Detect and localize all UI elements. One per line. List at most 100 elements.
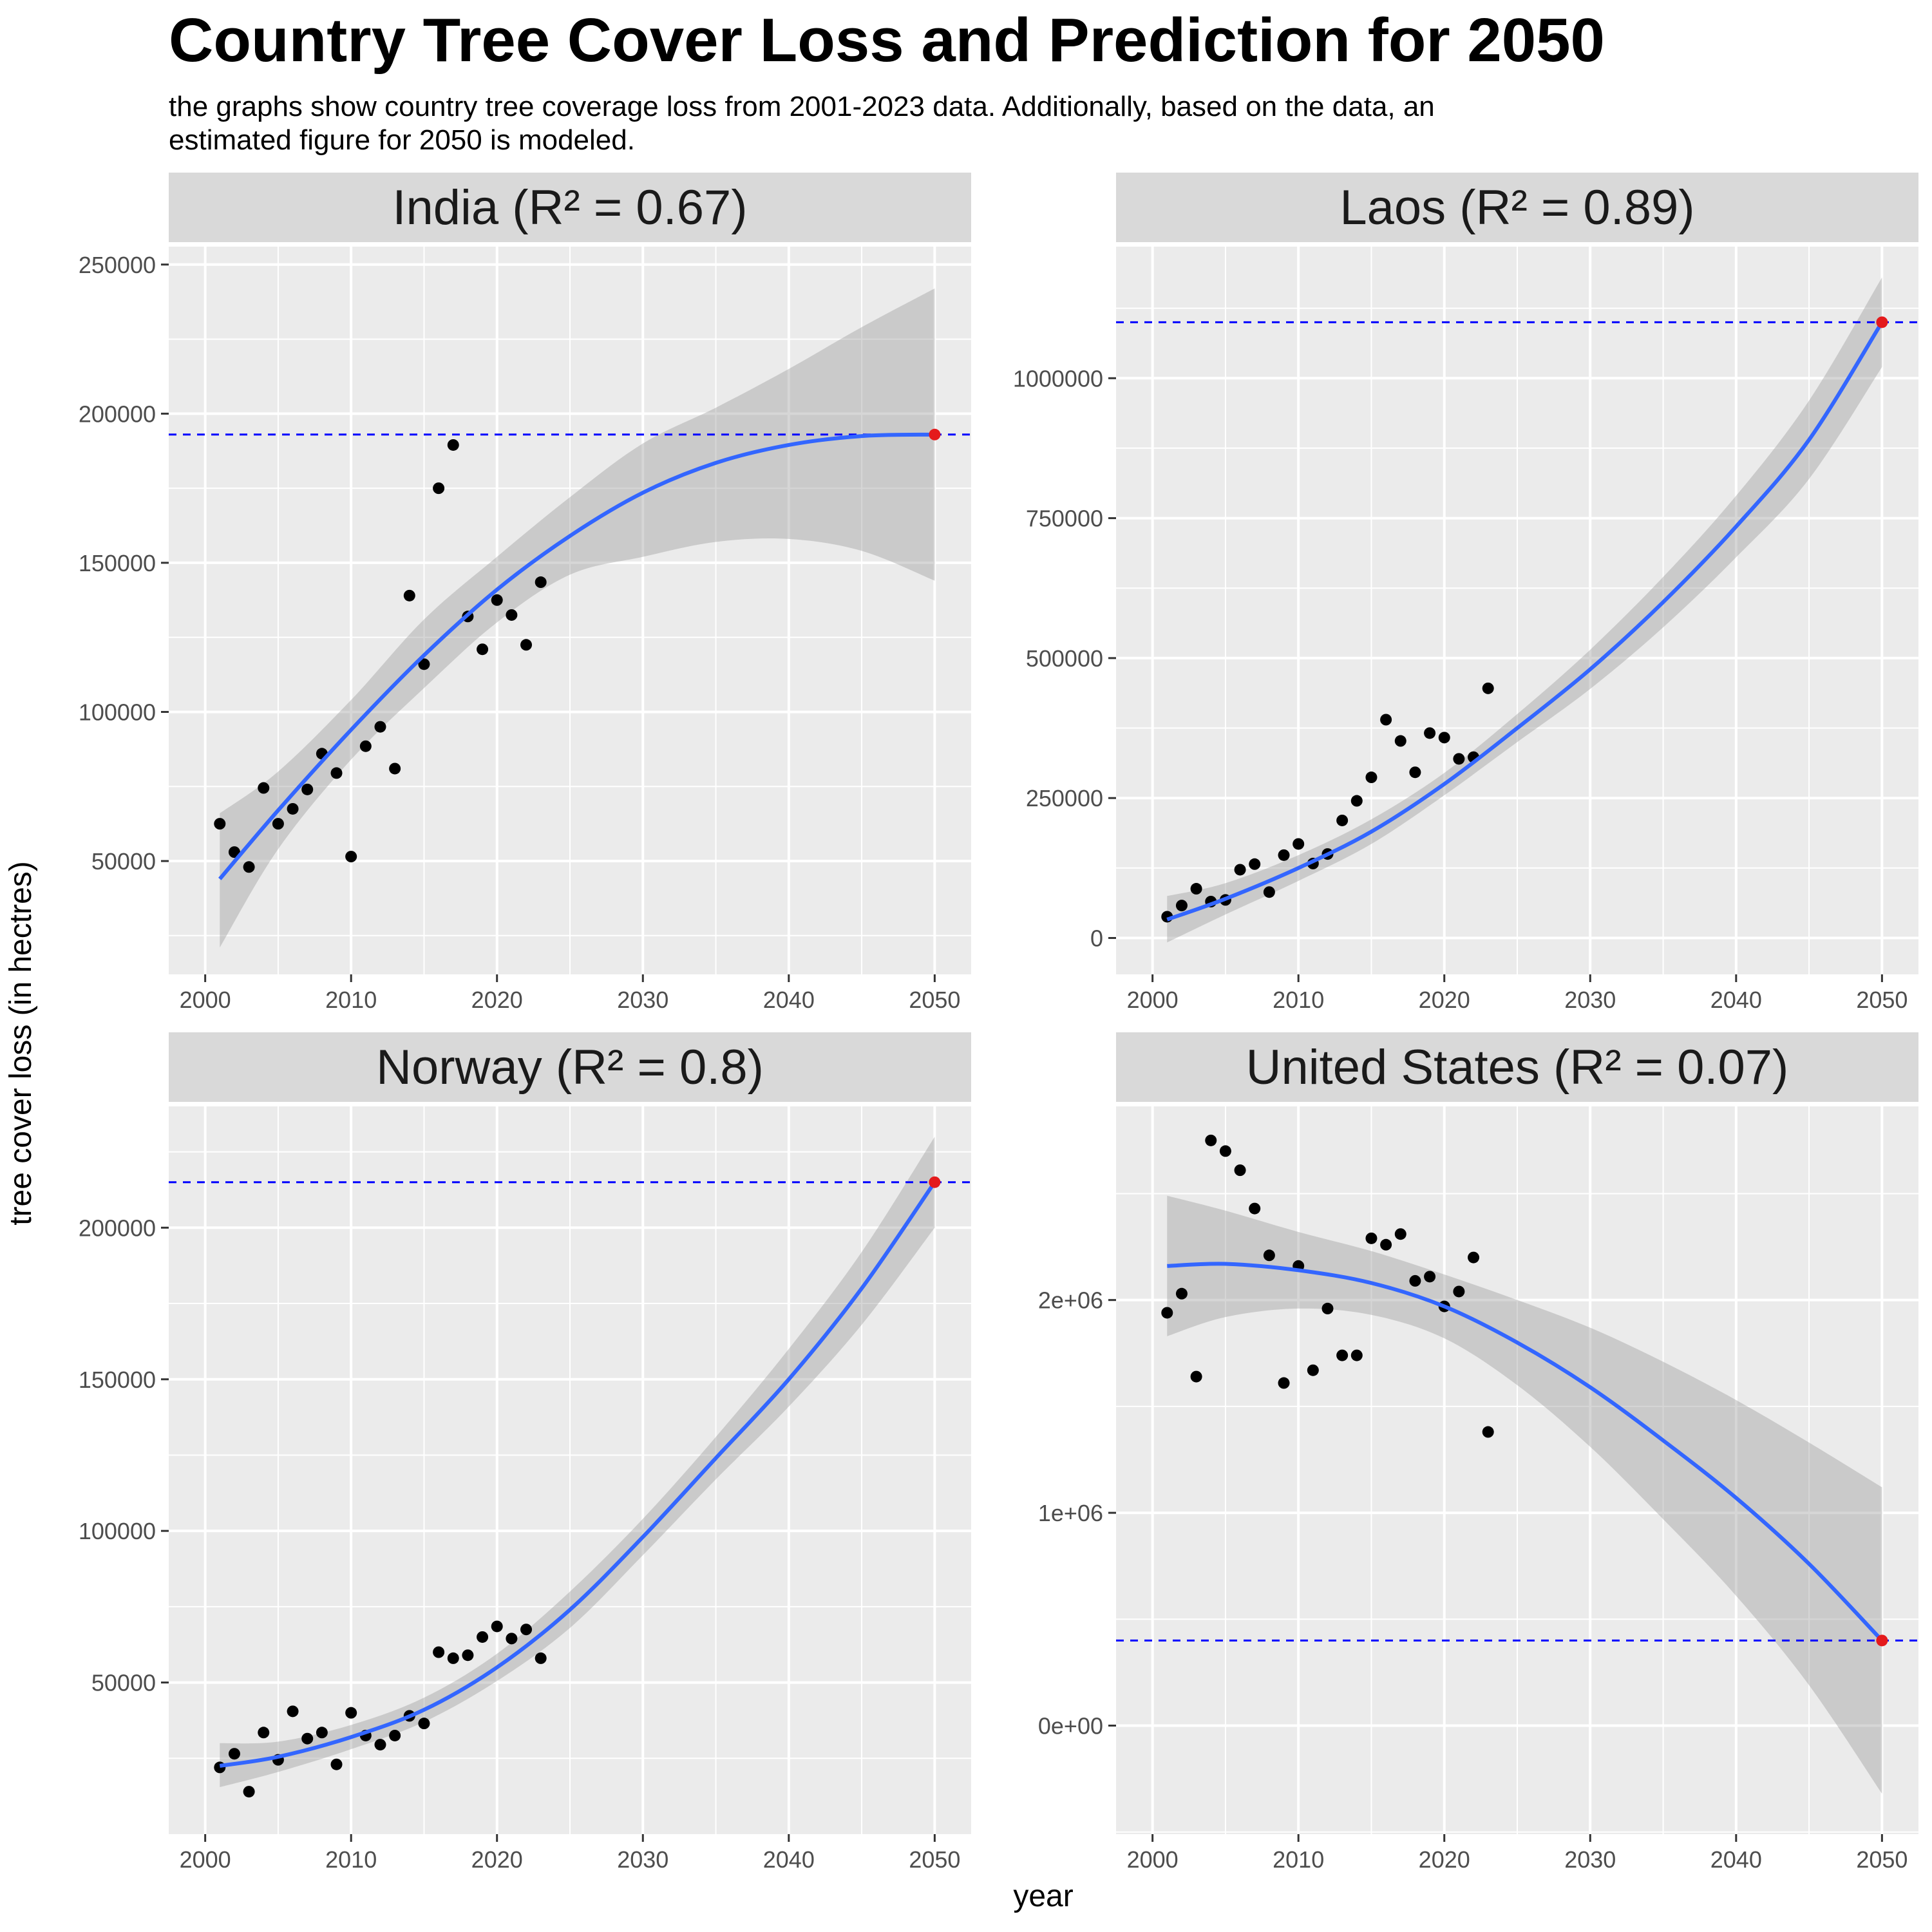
data-point xyxy=(462,1649,474,1662)
prediction-point xyxy=(1876,1634,1888,1647)
data-point xyxy=(520,639,533,651)
data-point xyxy=(258,782,270,794)
data-point xyxy=(1482,682,1494,694)
data-point xyxy=(301,1732,314,1745)
x-tick-label: 2040 xyxy=(763,1846,815,1873)
panel-laos: Laos (R² = 0.89) 2000 2010 2020 2030 2040 2050… xyxy=(1013,173,1918,1013)
data-point xyxy=(214,818,226,830)
data-point xyxy=(1453,753,1465,765)
x-tick-label: 2050 xyxy=(909,1846,960,1873)
data-point xyxy=(1249,858,1261,870)
x-tick-label: 2040 xyxy=(1710,987,1762,1013)
data-point xyxy=(491,594,503,606)
data-point xyxy=(1350,1349,1363,1361)
data-point xyxy=(433,482,445,495)
data-point xyxy=(1365,1232,1378,1244)
data-point xyxy=(1190,1370,1202,1383)
data-point xyxy=(330,767,343,779)
data-point xyxy=(1219,1145,1231,1157)
data-point xyxy=(535,1652,547,1664)
data-point xyxy=(1380,714,1392,726)
x-tick-label: 2030 xyxy=(1564,987,1616,1013)
data-point xyxy=(1321,1302,1334,1314)
data-point xyxy=(520,1624,533,1636)
panel-india: India (R² = 0.67) 2000 2010 2020 2030 2040 205… xyxy=(79,173,971,1013)
fit-line xyxy=(1167,1262,1884,1642)
facet-panels: India (R² = 0.67) 2000 2010 2020 2030 2040 205… xyxy=(79,173,1918,1873)
x-tick-label: 2000 xyxy=(180,1846,231,1873)
data-point xyxy=(258,1727,270,1739)
data-point xyxy=(1293,838,1305,850)
data-point xyxy=(243,1786,255,1798)
x-tick-label: 2010 xyxy=(325,987,377,1013)
data-point xyxy=(1424,727,1436,739)
data-point xyxy=(1409,1274,1421,1287)
y-tick-label: 100000 xyxy=(79,1518,156,1544)
data-point xyxy=(1394,735,1406,747)
data-point xyxy=(1468,1251,1480,1264)
chart-subtitle-line-1: the graphs show country tree coverage lo… xyxy=(169,91,1435,122)
facet-strip-label: United States (R² = 0.07) xyxy=(1246,1040,1789,1095)
data-point xyxy=(1365,772,1378,784)
data-point xyxy=(287,1705,299,1718)
y-tick-label: 2e+06 xyxy=(1038,1287,1103,1314)
fit-line xyxy=(218,432,935,880)
data-point xyxy=(447,1652,459,1664)
panel-united-states: United States (R² = 0.07) 2000 2010 2020 203… xyxy=(1038,1032,1918,1873)
fit-line xyxy=(1166,321,1884,922)
data-point xyxy=(1263,886,1275,898)
panel-norway: Norway (R² = 0.8) 2000 2010 2020 2030 2040 205… xyxy=(79,1032,971,1873)
x-tick-label: 2030 xyxy=(617,987,668,1013)
data-point xyxy=(418,658,430,670)
data-point xyxy=(330,1758,343,1770)
y-tick-label: 1e+06 xyxy=(1038,1500,1103,1526)
data-point xyxy=(359,740,372,752)
data-point xyxy=(316,1727,328,1739)
prediction-point xyxy=(929,428,941,440)
data-point xyxy=(477,643,489,656)
data-point xyxy=(1394,1228,1406,1240)
y-tick-label: 150000 xyxy=(79,550,156,576)
data-point xyxy=(403,589,415,601)
data-point xyxy=(374,721,386,733)
x-tick-label: 2000 xyxy=(1127,987,1179,1013)
confidence-ribbon xyxy=(1167,1195,1882,1794)
data-point xyxy=(345,1707,357,1719)
data-point xyxy=(228,1748,240,1760)
y-tick-label: 200000 xyxy=(79,401,156,427)
fit-line xyxy=(219,1181,936,1768)
data-point xyxy=(1336,1349,1349,1361)
data-point xyxy=(447,439,459,451)
y-axis-title: tree cover loss (in hectres) xyxy=(4,861,38,1226)
x-tick-label: 2000 xyxy=(1127,1846,1179,1873)
chart-title: Country Tree Cover Loss and Prediction f… xyxy=(169,6,1605,75)
facet-strip xyxy=(1116,1032,1918,1102)
data-point xyxy=(1249,1202,1261,1215)
y-tick-label: 50000 xyxy=(91,1670,156,1696)
y-tick-label: 250000 xyxy=(79,252,156,278)
x-tick-label: 2010 xyxy=(325,1846,377,1873)
data-point xyxy=(433,1646,445,1658)
data-point xyxy=(477,1631,489,1643)
prediction-point xyxy=(929,1176,941,1188)
y-tick-label: 0e+00 xyxy=(1038,1712,1103,1739)
data-point xyxy=(1161,1307,1173,1319)
data-point xyxy=(506,1633,518,1645)
x-axis-title: year xyxy=(1013,1879,1073,1913)
x-tick-label: 2020 xyxy=(471,1846,523,1873)
data-point xyxy=(272,818,284,830)
data-point xyxy=(389,762,401,775)
facet-strip xyxy=(169,173,971,242)
data-point xyxy=(1336,814,1349,826)
data-point xyxy=(1307,1364,1319,1376)
data-point xyxy=(345,851,357,863)
data-point xyxy=(1278,849,1290,861)
chart-subtitle-line-2: estimated figure for 2050 is modeled. xyxy=(169,124,635,156)
data-point xyxy=(1438,732,1450,744)
x-tick-label: 2040 xyxy=(763,987,815,1013)
x-tick-label: 2020 xyxy=(1419,987,1470,1013)
x-tick-label: 2020 xyxy=(471,987,523,1013)
data-point xyxy=(1453,1285,1465,1298)
x-tick-label: 2010 xyxy=(1273,1846,1324,1873)
